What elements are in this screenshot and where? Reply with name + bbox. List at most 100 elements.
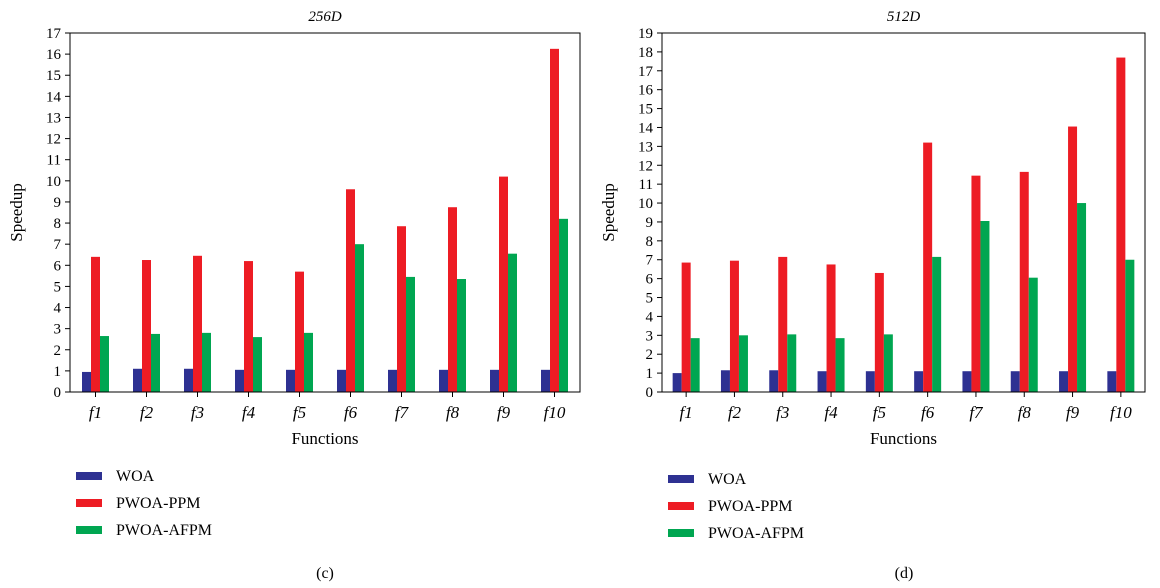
x-tick-label: f2: [140, 403, 154, 422]
bar-pwoa-afpm: [304, 332, 313, 392]
y-tick-label: 0: [646, 385, 654, 401]
legend-swatch: [668, 529, 694, 537]
bar-pwoa-ppm: [681, 262, 691, 392]
bar-woa: [1107, 371, 1117, 392]
bar-pwoa-ppm: [244, 261, 253, 392]
bar-pwoa-afpm: [100, 336, 109, 392]
bar-pwoa-afpm: [508, 253, 517, 392]
x-tick-label: f1: [680, 403, 693, 422]
legend-swatch: [76, 499, 102, 507]
bar-pwoa-afpm: [980, 221, 990, 392]
y-tick-label: 15: [638, 102, 653, 118]
bar-woa: [439, 369, 448, 392]
bar-pwoa-afpm: [1028, 277, 1038, 392]
y-tick-label: 14: [46, 89, 62, 105]
legend-swatch: [668, 475, 694, 483]
bar-pwoa-ppm: [193, 255, 202, 392]
bar-pwoa-afpm: [457, 279, 466, 392]
y-tick-label: 1: [54, 364, 62, 380]
legend-swatch: [76, 526, 102, 534]
bar-woa: [490, 369, 499, 392]
bar-pwoa-afpm: [932, 256, 942, 392]
y-tick-label: 13: [638, 139, 653, 155]
y-tick-label: 9: [54, 195, 62, 211]
legend-swatch: [76, 472, 102, 480]
legend: WOA PWOA-PPM PWOA-AFPM: [76, 468, 212, 539]
chart-title: 512D: [887, 9, 921, 25]
bar-woa: [337, 369, 346, 392]
y-tick-label: 11: [639, 177, 653, 193]
bar-pwoa-ppm: [729, 260, 739, 392]
bar-pwoa-afpm: [738, 335, 748, 392]
y-tick-label: 9: [646, 215, 654, 231]
bar-woa: [286, 369, 295, 392]
y-tick-label: 5: [54, 279, 62, 295]
legend: WOA PWOA-PPM PWOA-AFPM: [668, 471, 804, 542]
legend-label: WOA: [708, 471, 747, 488]
panel-label: (d): [895, 565, 914, 582]
x-axis-label: Functions: [870, 429, 937, 448]
y-tick-label: 6: [646, 272, 654, 288]
bar-pwoa-ppm: [1019, 171, 1029, 392]
bar-pwoa-ppm: [142, 260, 151, 392]
y-tick-label: 19: [638, 26, 653, 42]
bar-pwoa-afpm: [690, 338, 700, 392]
x-tick-label: f5: [873, 403, 886, 422]
x-tick-label: f2: [728, 403, 742, 422]
y-tick-label: 10: [46, 174, 61, 190]
bar-pwoa-ppm: [448, 207, 457, 392]
legend-label: WOA: [116, 468, 155, 485]
bar-pwoa-afpm: [559, 218, 568, 392]
plot-frame: [69, 32, 581, 393]
bar-pwoa-afpm: [406, 276, 415, 392]
bar-pwoa-ppm: [923, 142, 933, 392]
bar-pwoa-ppm: [550, 48, 559, 393]
y-tick-label: 3: [54, 322, 62, 338]
chart-title: 256D: [308, 9, 342, 25]
x-tick-label: f6: [344, 403, 358, 422]
bar-pwoa-ppm: [397, 226, 406, 392]
y-tick-label: 16: [638, 83, 654, 99]
bar-woa: [235, 369, 244, 392]
bar-woa: [865, 371, 875, 392]
y-tick-label: 12: [46, 132, 61, 148]
y-tick-label: 6: [54, 258, 62, 274]
bar-pwoa-afpm: [787, 334, 797, 392]
bar-pwoa-afpm: [253, 337, 262, 392]
bar-pwoa-afpm: [355, 244, 364, 392]
legend-swatch: [668, 502, 694, 510]
bar-pwoa-ppm: [826, 264, 836, 392]
y-tick-label: 17: [46, 26, 62, 42]
y-tick-label: 16: [46, 47, 62, 63]
x-tick-label: f8: [446, 403, 460, 422]
bar-woa: [720, 370, 730, 392]
x-tick-label: f5: [293, 403, 306, 422]
bar-pwoa-afpm: [1077, 203, 1087, 392]
x-axis-label: Functions: [291, 429, 358, 448]
x-tick-label: f3: [191, 403, 204, 422]
y-tick-label: 12: [638, 158, 653, 174]
x-tick-label: f9: [497, 403, 511, 422]
bar-woa: [184, 368, 193, 392]
y-tick-label: 18: [638, 45, 653, 61]
x-tick-label: f7: [395, 403, 410, 422]
y-tick-label: 8: [54, 216, 62, 232]
y-tick-label: 10: [638, 196, 653, 212]
y-tick-label: 8: [646, 234, 654, 250]
legend-label: PWOA-AFPM: [116, 522, 212, 539]
y-tick-label: 17: [638, 64, 654, 80]
bar-woa: [541, 369, 550, 392]
y-tick-label: 2: [646, 347, 654, 363]
legend-label: PWOA-PPM: [708, 498, 792, 515]
bar-pwoa-ppm: [295, 271, 304, 392]
bar-pwoa-afpm: [835, 338, 845, 392]
y-tick-label: 5: [646, 291, 654, 307]
bar-pwoa-ppm: [91, 256, 100, 392]
y-tick-label: 3: [646, 328, 654, 344]
y-axis-label: Speedup: [7, 183, 26, 242]
bar-woa: [769, 370, 779, 392]
y-tick-label: 14: [638, 120, 654, 136]
legend-label: PWOA-PPM: [116, 495, 200, 512]
